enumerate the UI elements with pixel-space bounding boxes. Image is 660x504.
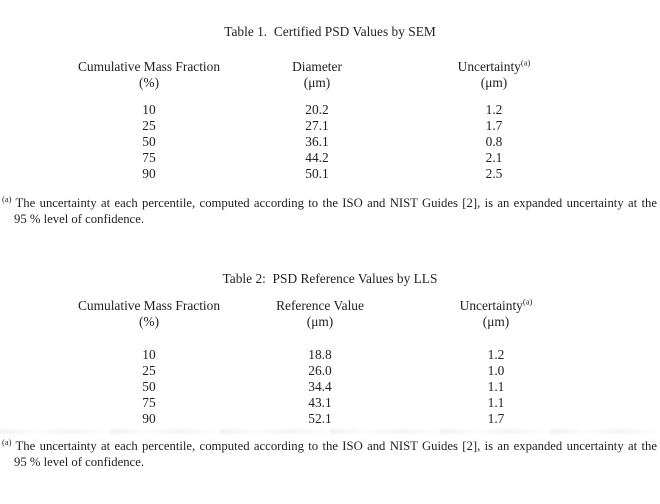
table2-row: 50 34.4 1.1 xyxy=(0,379,660,395)
cell-reference-value: 18.8 xyxy=(308,347,332,362)
cell-uncertainty: 0.8 xyxy=(485,134,503,149)
cell-fraction: 25 xyxy=(142,363,156,378)
table2-title: Table 2: PSD Reference Values by LLS xyxy=(222,271,438,286)
table1-col3-header: Uncertainty(a) xyxy=(457,57,531,75)
table1-units-row: (%) (μm) (μm) xyxy=(0,75,660,91)
cell-uncertainty: 1.7 xyxy=(485,118,503,133)
table1-col3-unit: (μm) xyxy=(480,75,508,90)
cell-uncertainty: 1.1 xyxy=(487,395,505,410)
table2-col2-header: Reference Value xyxy=(276,298,364,313)
table2-col3-footnote-marker: (a) xyxy=(522,296,533,307)
table2-footnote-line1: (a) The uncertainty at each percentile, … xyxy=(2,438,657,454)
table2-units-row: (%) (μm) (μm) xyxy=(0,314,660,330)
table1-footnote: (a) The uncertainty at each percentile, … xyxy=(2,195,657,227)
cell-diameter: 27.1 xyxy=(305,118,329,133)
cell-fraction: 10 xyxy=(142,102,156,117)
table2-col1-unit: (%) xyxy=(138,314,160,329)
cell-uncertainty: 1.1 xyxy=(487,379,505,394)
table1-header-row: Cumulative Mass Fraction Diameter Uncert… xyxy=(0,57,660,75)
table1-row: 75 44.2 2.1 xyxy=(0,150,660,166)
cell-fraction: 10 xyxy=(142,347,156,362)
table2-footnote: (a) The uncertainty at each percentile, … xyxy=(2,438,657,470)
cell-reference-value: 43.1 xyxy=(308,395,332,410)
table2-header-row: Cumulative Mass Fraction Reference Value… xyxy=(0,296,660,314)
cell-diameter: 36.1 xyxy=(305,134,329,149)
table1-title: Table 1. Certified PSD Values by SEM xyxy=(224,24,436,39)
cell-uncertainty: 1.2 xyxy=(485,102,503,117)
table1-row: 25 27.1 1.7 xyxy=(0,118,660,134)
cell-fraction: 75 xyxy=(142,150,156,165)
cell-uncertainty: 1.2 xyxy=(487,347,505,362)
footnote-text: The uncertainty at each percentile, comp… xyxy=(15,196,657,210)
cell-reference-value: 52.1 xyxy=(308,411,332,426)
footnote-marker: (a) xyxy=(2,193,12,204)
cell-fraction: 75 xyxy=(142,395,156,410)
table1-col2-header: Diameter xyxy=(292,59,342,74)
cell-fraction: 25 xyxy=(142,118,156,133)
table1-col2-unit: (μm) xyxy=(303,75,331,90)
cell-reference-value: 34.4 xyxy=(308,379,332,394)
footnote-text: The uncertainty at each percentile, comp… xyxy=(15,439,657,453)
cell-fraction: 50 xyxy=(142,379,156,394)
table2-row: 10 18.8 1.2 xyxy=(0,347,660,363)
cell-diameter: 20.2 xyxy=(305,102,329,117)
table2-col3-header-label: Uncertainty xyxy=(459,298,523,313)
cell-fraction: 50 xyxy=(142,134,156,149)
table2-row: 75 43.1 1.1 xyxy=(0,395,660,411)
table1-footnote-line1: (a) The uncertainty at each percentile, … xyxy=(2,195,657,211)
cell-reference-value: 26.0 xyxy=(308,363,332,378)
table1-col1-header: Cumulative Mass Fraction xyxy=(77,59,221,74)
table1-col1-unit: (%) xyxy=(138,75,160,90)
cell-uncertainty: 2.1 xyxy=(485,150,503,165)
table1-col3-header-label: Uncertainty xyxy=(457,59,521,74)
cell-diameter: 50.1 xyxy=(305,166,329,181)
cell-diameter: 44.2 xyxy=(305,150,329,165)
table1-row: 50 36.1 0.8 xyxy=(0,134,660,150)
table1-footnote-line2: 95 % level of confidence. xyxy=(14,212,144,226)
table2-row: 25 26.0 1.0 xyxy=(0,363,660,379)
table1-row: 10 20.2 1.2 xyxy=(0,102,660,118)
cell-uncertainty: 1.0 xyxy=(487,363,505,378)
table2-col3-header: Uncertainty(a) xyxy=(459,296,533,314)
footnote-marker: (a) xyxy=(2,436,12,447)
scan-noise-band xyxy=(0,429,660,434)
table1-col3-footnote-marker: (a) xyxy=(520,57,531,68)
cell-fraction: 90 xyxy=(142,166,156,181)
cell-uncertainty: 1.7 xyxy=(487,411,505,426)
table2-footnote-line2: 95 % level of confidence. xyxy=(14,455,144,469)
table2-col1-header: Cumulative Mass Fraction xyxy=(77,298,221,313)
cell-uncertainty: 2.5 xyxy=(485,166,503,181)
cell-fraction: 90 xyxy=(142,411,156,426)
table1-row: 90 50.1 2.5 xyxy=(0,166,660,182)
table2-col2-unit: (μm) xyxy=(306,314,334,329)
table2-row: 90 52.1 1.7 xyxy=(0,411,660,427)
table2-col3-unit: (μm) xyxy=(482,314,510,329)
